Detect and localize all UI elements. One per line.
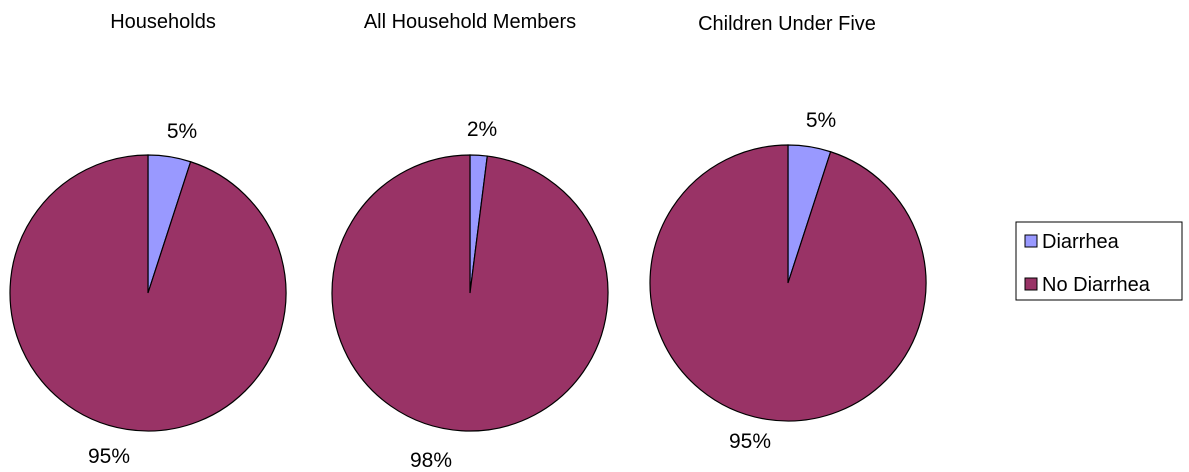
legend-label-no-diarrhea: No Diarrhea — [1042, 274, 1151, 296]
data-label-households-diarrhea: 5% — [167, 120, 197, 143]
data-label-children-no-diarrhea: 95% — [729, 430, 771, 453]
pie-chart-households: Households 5% 95% — [9, 11, 287, 468]
data-label-all-members-diarrhea: 2% — [467, 118, 497, 141]
legend-label-diarrhea: Diarrhea — [1042, 231, 1120, 253]
data-label-all-members-no-diarrhea: 98% — [410, 449, 452, 472]
chart-title-children-under-five: Children Under Five — [698, 13, 876, 35]
pie-chart-all-household-members: All Household Members 2% 98% — [331, 11, 609, 472]
pie-households-slices — [9, 154, 287, 432]
data-label-children-diarrhea: 5% — [806, 109, 836, 132]
legend-box — [1015, 221, 1183, 301]
legend-swatch-no-diarrhea — [1024, 277, 1038, 291]
pie-slice-children-no-diarrhea — [649, 144, 927, 422]
pie-slice-households-no-diarrhea — [9, 154, 287, 432]
pie-children-slices — [649, 144, 927, 422]
chart-title-households: Households — [110, 11, 216, 33]
pie-chart-children-under-five: Children Under Five 5% 95% — [649, 13, 927, 453]
legend: Diarrhea No Diarrhea — [1015, 221, 1183, 301]
chart-title-all-household-members: All Household Members — [364, 11, 576, 33]
data-label-households-no-diarrhea: 95% — [88, 445, 130, 468]
pie-all-members-slices — [331, 154, 609, 432]
pie-slice-all-members-no-diarrhea — [331, 154, 609, 432]
legend-swatch-diarrhea — [1024, 234, 1038, 248]
